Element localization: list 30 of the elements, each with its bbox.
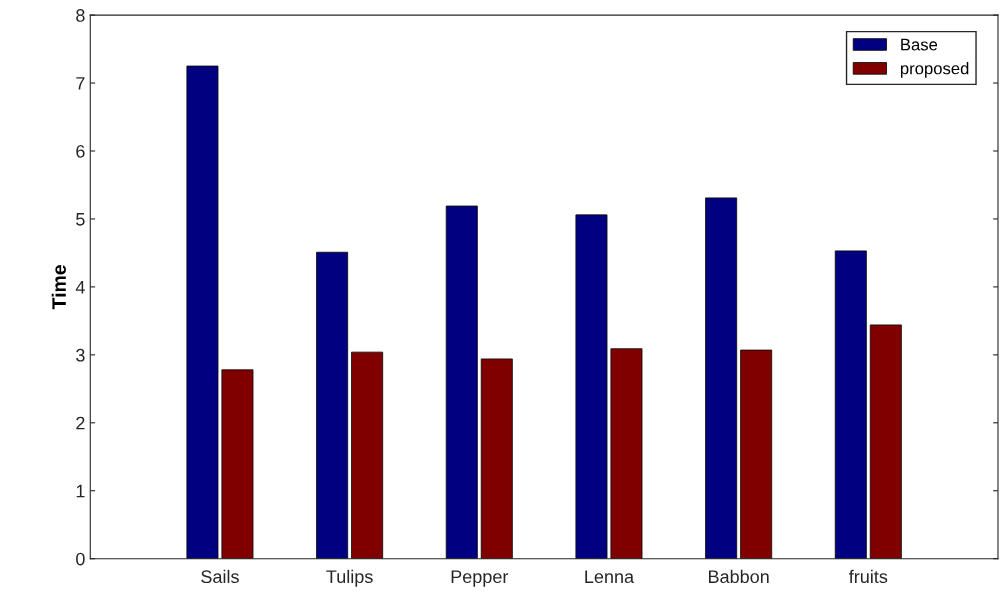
x-tick-label: Pepper [451,570,509,587]
legend-label: Base [901,38,938,51]
bar [186,65,219,559]
bar [869,324,902,559]
x-tick-label: Lenna [585,570,635,584]
y-tick-label: 3 [76,348,85,362]
y-tick-label: 0 [76,552,85,566]
bar [705,197,738,559]
y-tick-label: 2 [76,416,85,430]
y-tick-label: 7 [76,77,85,90]
bar [610,348,643,559]
x-tick-label: Tulips [326,569,373,587]
legend-label: proposed [900,62,969,78]
bar [575,214,608,559]
bar [221,369,254,559]
y-tick-label: 1 [76,484,85,498]
bar [316,251,349,559]
x-tick-label: fruits [849,569,888,584]
y-tick-label: 5 [76,213,85,226]
x-tick-label: Sails [201,569,239,584]
bar [351,351,384,559]
bar [834,250,867,559]
y-tick-label: 6 [76,144,85,158]
y-axis-title: Time [51,265,66,310]
bar [480,358,513,559]
y-tick-label: 4 [75,281,85,294]
x-tick-label: Babbon [709,569,769,584]
bar [740,349,773,559]
y-tick-label: 8 [76,9,85,22]
bar [445,205,478,559]
